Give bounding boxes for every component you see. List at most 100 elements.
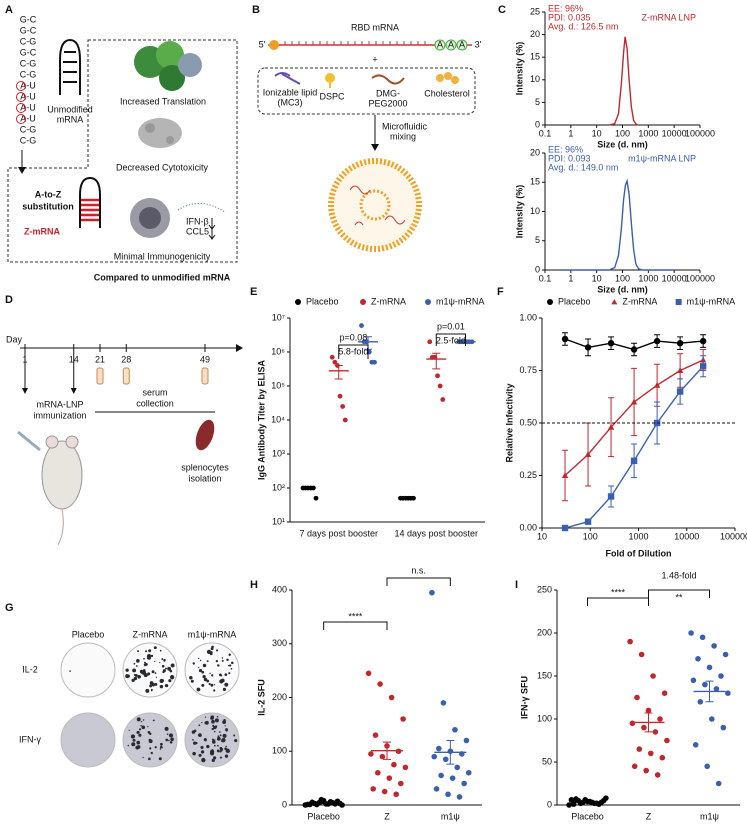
- spot: [213, 744, 216, 747]
- spot: [169, 669, 173, 673]
- spot: [211, 738, 215, 741]
- spot: [168, 733, 174, 738]
- spot: [154, 672, 157, 675]
- spot: [206, 679, 210, 683]
- point: [400, 716, 406, 722]
- well: [184, 642, 240, 698]
- legend-label: Placebo: [558, 296, 591, 306]
- spot: [158, 757, 162, 761]
- point: [631, 763, 638, 770]
- y-tick-label: 400: [272, 584, 287, 594]
- sem-bar: [644, 712, 653, 733]
- spot: [198, 657, 200, 660]
- point: [676, 388, 684, 395]
- spot: [133, 676, 138, 681]
- series-line: [608, 36, 639, 126]
- spot: [161, 664, 165, 668]
- point: [381, 788, 388, 795]
- spot: [201, 670, 205, 674]
- spot: [150, 689, 153, 692]
- spot: [230, 667, 233, 670]
- poly-a: [445, 39, 457, 51]
- point: [695, 656, 701, 662]
- point: [442, 756, 449, 763]
- point: [388, 694, 395, 701]
- spot: [211, 727, 214, 731]
- point: [461, 780, 467, 787]
- point: [445, 791, 451, 798]
- point: [638, 651, 645, 658]
- spot: [169, 675, 175, 680]
- x-tick-label: 10000: [662, 273, 687, 283]
- day-label: 21: [95, 354, 105, 364]
- base-pair: C-G: [20, 124, 37, 134]
- label: splenocytes: [181, 462, 229, 472]
- point: [630, 398, 638, 405]
- point: [713, 686, 720, 692]
- point: [429, 589, 435, 596]
- spot: [221, 657, 224, 659]
- lipid-icon: [274, 72, 301, 85]
- point: [402, 764, 409, 771]
- y-axis-label: Relative Infectivity: [504, 383, 514, 462]
- base-pair: G-C: [20, 47, 37, 57]
- modified-base: [16, 81, 26, 91]
- spot: [213, 684, 216, 686]
- spot: [142, 719, 145, 721]
- point: [636, 746, 643, 752]
- point: [575, 797, 582, 804]
- spot: [143, 663, 147, 667]
- x-tick-label: Z: [384, 811, 390, 821]
- spot: [146, 653, 152, 659]
- legend-label: Z-mRNA LNP: [641, 12, 696, 22]
- point: [706, 664, 713, 671]
- point: [627, 638, 633, 645]
- point: [368, 751, 374, 757]
- label: IFN-γ: [19, 734, 41, 744]
- legend-label: Placebo: [306, 296, 339, 306]
- spot: [154, 660, 156, 663]
- spot: [136, 717, 141, 722]
- annotation: PDI: 0.093: [548, 153, 591, 163]
- spot: [228, 672, 231, 675]
- well: [60, 642, 116, 698]
- spot: [165, 738, 169, 742]
- x-tick-label: 100000: [685, 273, 715, 283]
- label: A: [448, 39, 454, 49]
- spot: [161, 658, 164, 661]
- point: [690, 677, 697, 684]
- point: [715, 780, 722, 787]
- point: [584, 518, 592, 525]
- legend-label: Z-mRNA: [622, 296, 657, 306]
- label: Microfluidic: [382, 121, 428, 131]
- label: Z-mRNA: [24, 226, 60, 236]
- legend-label: m1ψ-mRNA LNP: [628, 153, 696, 163]
- spot: [214, 718, 219, 723]
- point: [365, 670, 372, 677]
- point: [561, 472, 569, 479]
- spot: [213, 689, 216, 692]
- spot: [201, 757, 206, 763]
- spot: [216, 715, 219, 718]
- tube: [201, 367, 209, 385]
- y-tick-label: 20: [530, 29, 540, 39]
- x-tick-label: 0.1: [539, 128, 552, 138]
- arrowhead: [70, 388, 77, 394]
- y-axis-label: Intensity (%): [514, 42, 524, 96]
- point: [449, 775, 456, 781]
- x-axis-label: Size (d. nm): [597, 284, 648, 294]
- spleen: [195, 419, 215, 451]
- spot: [192, 739, 194, 741]
- spot: [136, 740, 141, 745]
- point: [433, 786, 440, 792]
- spot: [198, 667, 200, 669]
- label: Minimal Immunogenicity: [114, 251, 211, 261]
- spot: [149, 684, 153, 688]
- series-line: [563, 178, 675, 271]
- point: [566, 802, 572, 808]
- annotation: 1.48-fold: [661, 570, 696, 580]
- point: [607, 493, 615, 500]
- label: A-to-Z: [35, 189, 62, 199]
- point: [650, 673, 656, 679]
